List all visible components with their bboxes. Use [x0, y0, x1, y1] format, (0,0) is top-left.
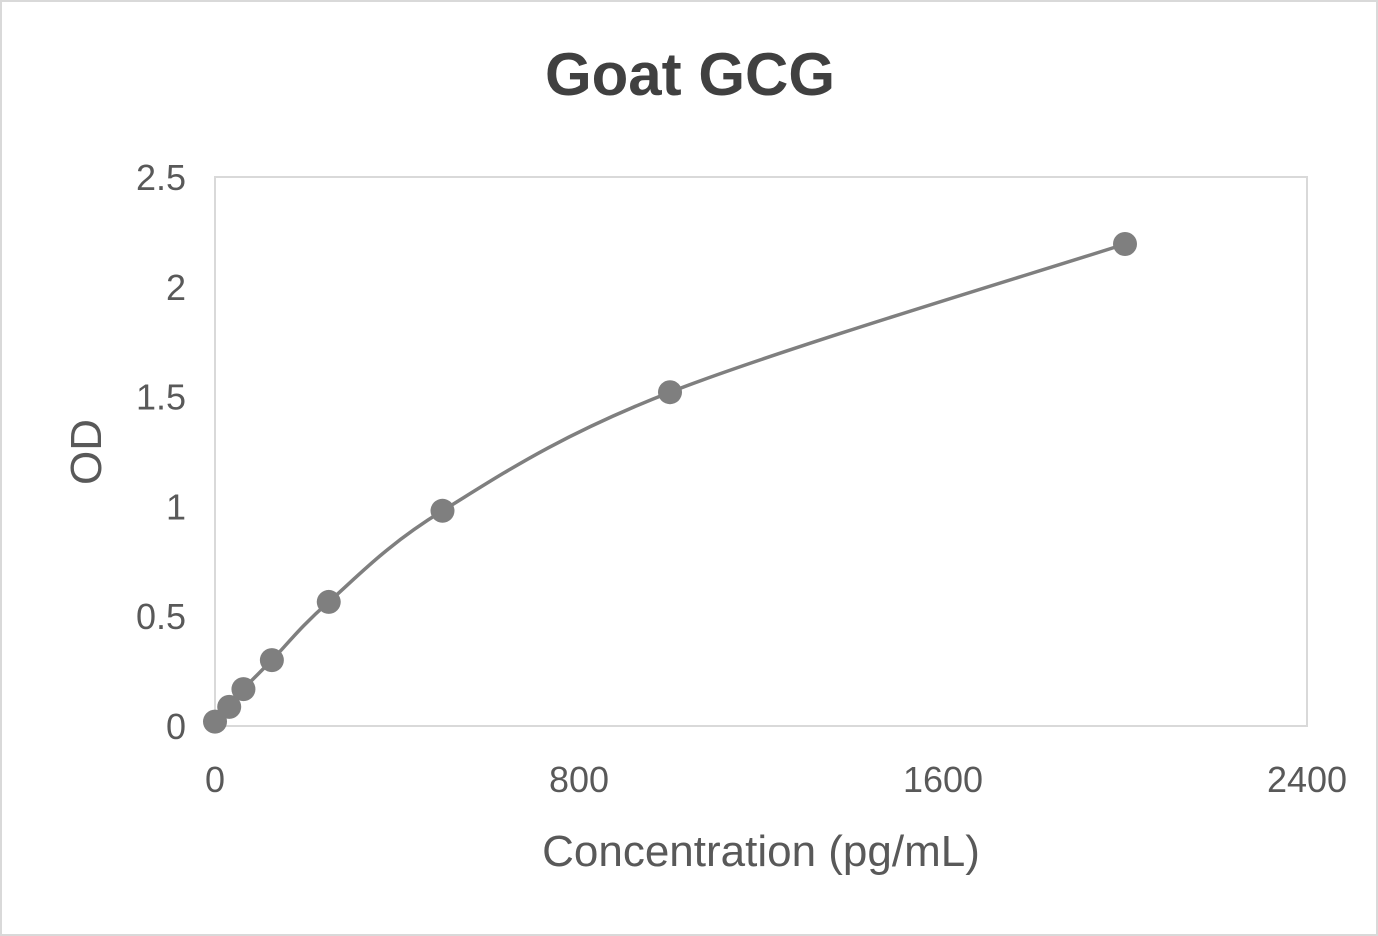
x-axis-title: Concentration (pg/mL) [542, 827, 980, 876]
plot-area [214, 176, 1308, 727]
data-point [430, 498, 455, 523]
data-point [259, 648, 284, 673]
data-point [1113, 231, 1137, 256]
x-tick-label: 2400 [1267, 759, 1347, 800]
y-tick-label: 1.5 [136, 377, 186, 418]
data-point [231, 677, 256, 702]
x-tick-label: 800 [549, 759, 609, 800]
x-tick-label: 0 [205, 759, 225, 800]
y-tick-label: 0 [166, 706, 186, 747]
y-tick-label: 2 [166, 267, 186, 308]
data-point [316, 589, 341, 614]
y-axis-title: OD [62, 419, 111, 485]
y-tick-label: 0.5 [136, 596, 186, 637]
y-tick-label: 2.5 [136, 157, 186, 198]
x-tick-label: 1600 [903, 759, 983, 800]
chart-title: Goat GCG [545, 41, 835, 108]
data-point [658, 380, 682, 405]
y-tick-label: 1 [166, 486, 186, 527]
data-point [217, 694, 242, 719]
